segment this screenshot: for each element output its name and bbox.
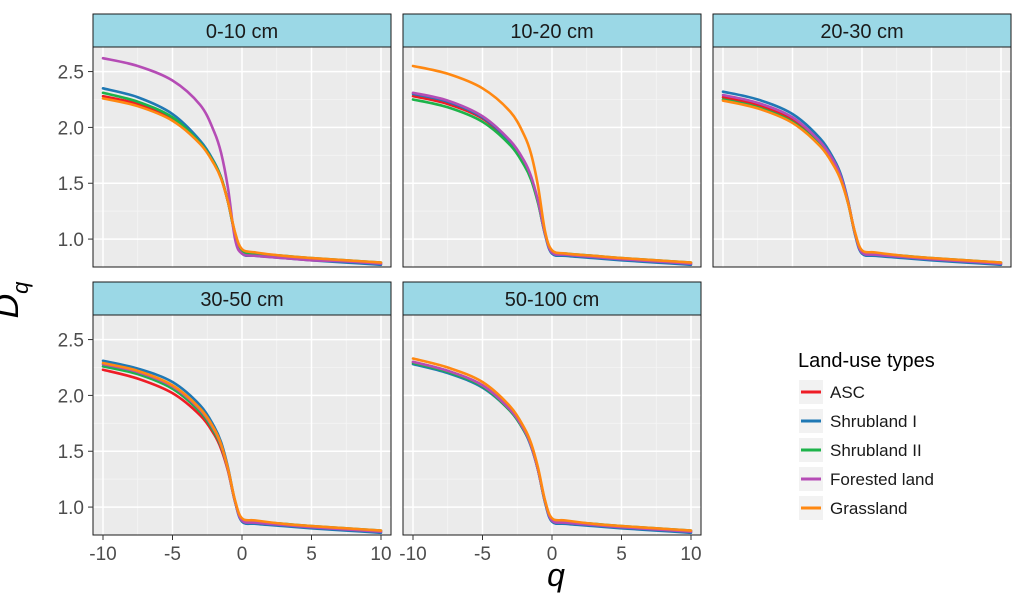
series-line-grassland: [721, 99, 1003, 264]
legend: Land-use types ASC Shrubland I Shrubland I…: [798, 350, 935, 520]
x-tick-label: 10: [370, 544, 391, 565]
panel-strip: [92, 281, 392, 316]
x-tick-label: 0: [237, 544, 248, 565]
legend-label: Shrubland I: [830, 412, 917, 431]
x-axis-label: q: [547, 557, 565, 593]
series-line-grassland: [411, 357, 693, 532]
legend-item-grassland: Grassland: [799, 496, 907, 520]
x-tick-label: 10: [680, 544, 701, 565]
x-tick-label: -10: [89, 544, 116, 565]
x-tick-label: 5: [306, 544, 317, 565]
panel-50-100-cm: 50-100 cm: [402, 281, 702, 536]
panel-strip: [92, 13, 392, 48]
panel-title: 20-30 cm: [820, 21, 903, 43]
panel-title: 10-20 cm: [510, 21, 593, 43]
legend-label: Grassland: [830, 499, 907, 518]
y-tick-label: 2.5: [58, 63, 84, 84]
x-tick-label: -10: [399, 544, 426, 565]
panel-border: [92, 46, 392, 268]
panel-0-10-cm: 0-10 cm: [92, 13, 392, 268]
panel-strip: [712, 13, 1012, 48]
x-tick-label: 0: [547, 544, 558, 565]
panel-20-30-cm: 20-30 cm: [712, 13, 1012, 268]
panel-10-20-cm: 10-20 cm: [402, 13, 702, 268]
panel-title: 0-10 cm: [206, 21, 278, 43]
y-axis-label-main: D: [0, 294, 26, 319]
legend-item-shrubland-ii: Shrubland II: [799, 438, 922, 462]
panel-title: 30-50 cm: [200, 289, 283, 311]
series-line-grassland: [411, 64, 693, 264]
series-line-grassland: [101, 361, 383, 532]
legend-item-shrubland-i: Shrubland I: [799, 409, 917, 433]
y-tick-label: 2.0: [58, 118, 84, 139]
panel-title: 50-100 cm: [505, 289, 600, 311]
legend-label: Shrubland II: [830, 441, 922, 460]
y-tick-label: 2.0: [58, 386, 84, 407]
y-axis-label: Dq: [0, 281, 33, 319]
x-tick-label: -5: [474, 544, 491, 565]
y-tick-label: 1.5: [58, 174, 84, 195]
x-tick-label: 5: [616, 544, 627, 565]
legend-label: Forested land: [830, 470, 934, 489]
y-tick-label: 1.5: [58, 442, 84, 463]
panel-border: [712, 46, 1012, 268]
y-tick-label: 2.5: [58, 331, 84, 352]
legend-item-asc: ASC: [799, 380, 865, 404]
panel-border: [402, 46, 702, 268]
legend-item-forested-land: Forested land: [799, 467, 934, 491]
y-tick-label: 1.0: [58, 230, 84, 251]
panel-30-50-cm: 30-50 cm: [92, 281, 392, 536]
panel-strip: [402, 281, 702, 316]
y-axis-label-subscript: q: [8, 281, 33, 294]
series-line-grassland: [101, 97, 383, 264]
panels-layer: 0-10 cm 10-20 cm 20-30 cm 30-50 cm 50-100 cm: [92, 13, 1012, 536]
legend-label: ASC: [830, 383, 865, 402]
y-tick-label: 1.0: [58, 498, 84, 519]
x-tick-label: -5: [164, 544, 181, 565]
axes-layer: 1.0 1.5 2.0 2.5 1.0 1.5 2.0 2.5 -10 -5 0 5 10 -10 -5 0 5…: [58, 63, 702, 565]
legend-title: Land-use types: [798, 350, 935, 372]
